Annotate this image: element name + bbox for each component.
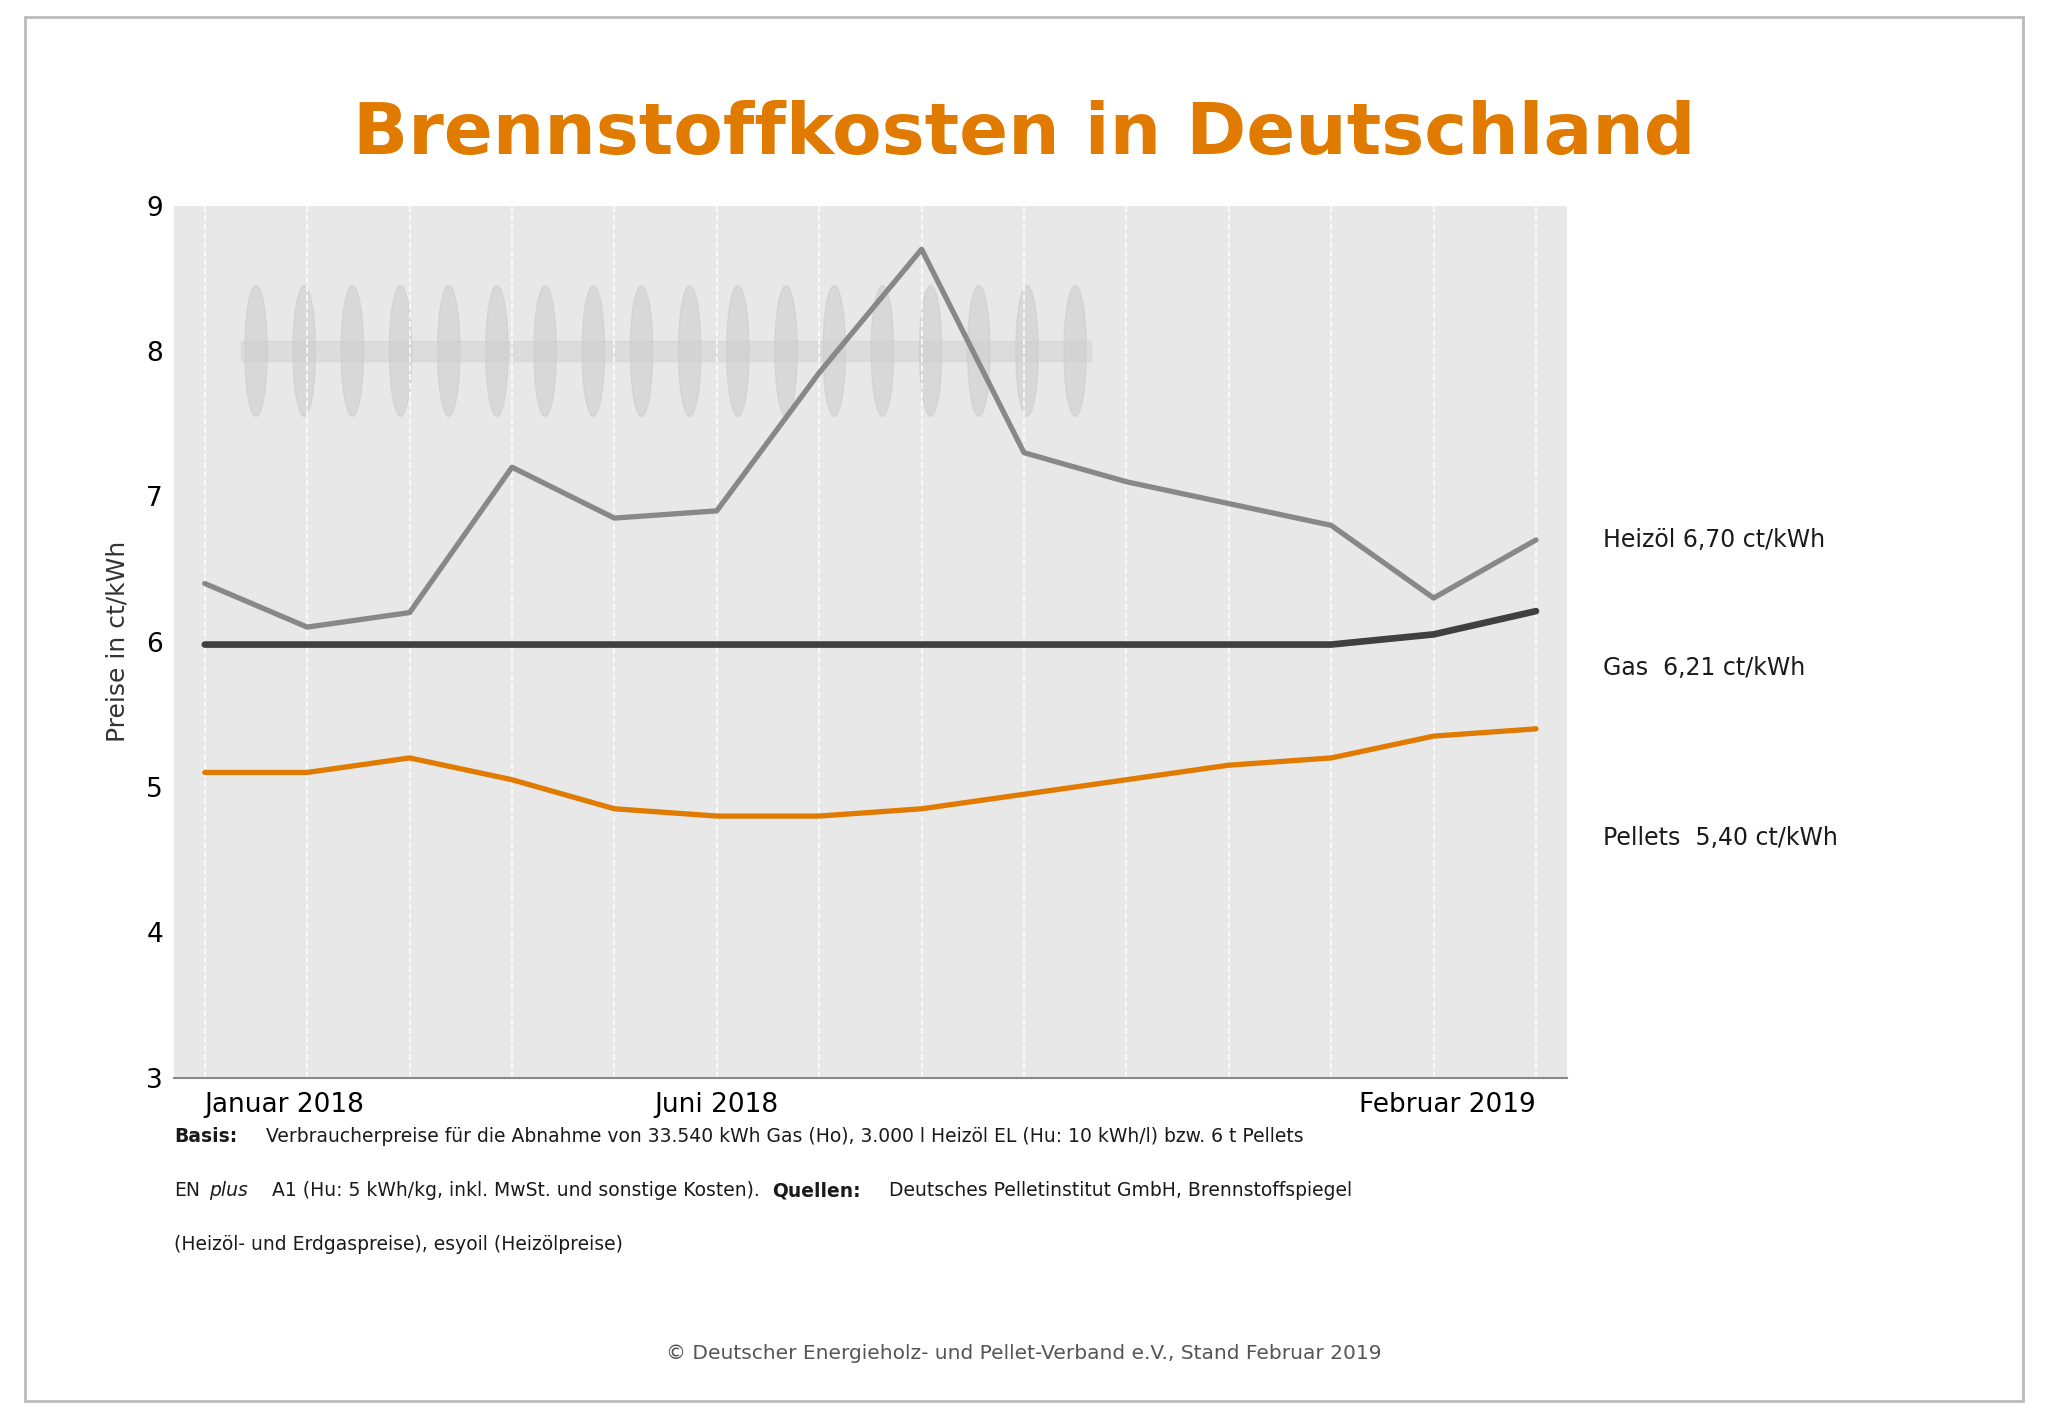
Text: Verbraucherpreise für die Abnahme von 33.540 kWh Gas (Ho), 3.000 l Heizöl EL (Hu: Verbraucherpreise für die Abnahme von 33… <box>260 1127 1305 1146</box>
Ellipse shape <box>438 285 461 417</box>
Ellipse shape <box>774 285 797 417</box>
Text: © Deutscher Energieholz- und Pellet-Verband e.V., Stand Februar 2019: © Deutscher Energieholz- und Pellet-Verb… <box>666 1344 1382 1363</box>
Ellipse shape <box>535 285 557 417</box>
Ellipse shape <box>1016 285 1038 417</box>
Text: Deutsches Pelletinstitut GmbH, Brennstoffspiegel: Deutsches Pelletinstitut GmbH, Brennstof… <box>883 1181 1352 1200</box>
Text: (Heizöl- und Erdgaspreise), esyoil (Heizölpreise): (Heizöl- und Erdgaspreise), esyoil (Heiz… <box>174 1235 623 1254</box>
Ellipse shape <box>389 285 412 417</box>
Ellipse shape <box>823 285 846 417</box>
Ellipse shape <box>870 285 893 417</box>
Text: Heizöl 6,70 ct/kWh: Heizöl 6,70 ct/kWh <box>1604 527 1825 552</box>
Ellipse shape <box>582 285 604 417</box>
Ellipse shape <box>246 285 266 417</box>
Ellipse shape <box>1065 285 1085 417</box>
Text: Brennstoffkosten in Deutschland: Brennstoffkosten in Deutschland <box>352 101 1696 169</box>
Ellipse shape <box>678 285 700 417</box>
Ellipse shape <box>293 285 315 417</box>
Ellipse shape <box>967 285 989 417</box>
Text: Quellen:: Quellen: <box>772 1181 860 1200</box>
Ellipse shape <box>727 285 750 417</box>
Text: plus: plus <box>209 1181 248 1200</box>
Text: A1 (Hu: 5 kWh/kg, inkl. MwSt. und sonstige Kosten).: A1 (Hu: 5 kWh/kg, inkl. MwSt. und sonsti… <box>266 1181 766 1200</box>
Ellipse shape <box>485 285 508 417</box>
Ellipse shape <box>631 285 653 417</box>
Text: EN: EN <box>174 1181 201 1200</box>
Text: Basis:: Basis: <box>174 1127 238 1146</box>
Text: Pellets  5,40 ct/kWh: Pellets 5,40 ct/kWh <box>1604 825 1837 849</box>
Ellipse shape <box>920 285 942 417</box>
Ellipse shape <box>342 285 365 417</box>
Y-axis label: Preise in ct/kWh: Preise in ct/kWh <box>106 542 129 742</box>
Text: Gas  6,21 ct/kWh: Gas 6,21 ct/kWh <box>1604 655 1804 679</box>
Bar <box>242 340 1090 362</box>
